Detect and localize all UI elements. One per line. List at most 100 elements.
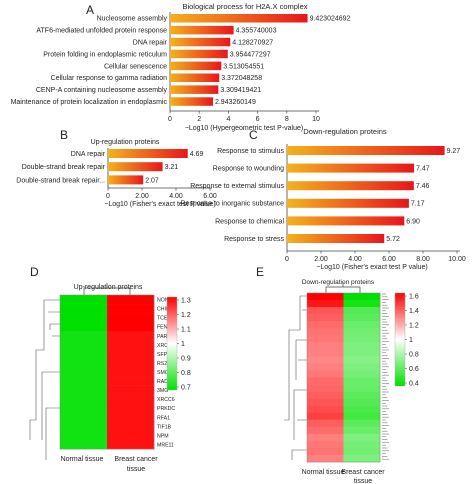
panel-d-cell-9-0 xyxy=(60,376,108,386)
panel-d-cell-4-0 xyxy=(60,331,108,341)
panel-a-x-tick-label-4: 8 xyxy=(285,116,289,123)
panel-d-row-label-1: CHIP xyxy=(157,307,170,313)
panel-e-col-label-cancer-line1: Breast cancer xyxy=(341,469,385,476)
panel-c-x-label: −Log10 (Fisher's exact test P value) xyxy=(316,264,428,271)
panel-e-color-legend xyxy=(394,292,406,387)
panel-e-cell-9-0 xyxy=(307,356,344,364)
panel-c-x-tick-label-1: 2.00 xyxy=(314,256,328,263)
panel-e-legend-label-4: 0.8 xyxy=(409,352,419,359)
panel-d-cell-5-0 xyxy=(60,340,108,350)
panel-a-bar-1 xyxy=(170,25,234,35)
panel-d-row-label-8: SMCA5 xyxy=(157,370,175,376)
panel-c-category-label-4: Response to chemical xyxy=(215,218,284,225)
panel-d-cell-13-0 xyxy=(60,412,108,423)
panel-d-col-label-cancer-line2: tissue xyxy=(127,466,145,473)
panel-e-cell-14-1 xyxy=(343,391,381,399)
panel-a-x-tick-label-0: 0 xyxy=(168,116,172,123)
panel-a-bar-2 xyxy=(170,37,231,47)
panel-e-column-dendrogram xyxy=(325,286,361,293)
panel-b-title: Up-regulation proteins xyxy=(91,139,160,146)
panel-e-cell-12-1 xyxy=(343,377,381,385)
panel-e-cell-20-0 xyxy=(307,433,344,442)
panel-c-x-tick-label-5: 10.00 xyxy=(448,256,466,263)
panel-d-cell-3-1 xyxy=(107,322,155,332)
panel-letter-e: E xyxy=(256,265,264,279)
panel-c-value-label-3: 7.17 xyxy=(411,201,425,208)
panel-d-col-label-normal: Normal tissue xyxy=(61,456,104,463)
panel-e-cell-5-0 xyxy=(307,328,344,336)
panel-a-x-tick-label-3: 6 xyxy=(256,116,260,123)
panel-d-row-label-4: PARP1 xyxy=(157,334,174,340)
panel-e-cell-4-1 xyxy=(343,321,381,329)
panel-e-cell-17-0 xyxy=(307,412,344,421)
panel-d-legend-label-0: 1.3 xyxy=(181,298,191,305)
panel-d-title: Up-regulation proteins xyxy=(74,284,143,291)
panel-a-x-tick-label-2: 4 xyxy=(226,116,230,123)
panel-a-value-label-5: 3.372048258 xyxy=(221,75,262,82)
panel-c-value-label-1: 7.47 xyxy=(416,166,430,173)
panel-a-bar-6 xyxy=(170,85,219,94)
panel-e-cell-9-1 xyxy=(343,356,381,364)
panel-e-cell-10-1 xyxy=(343,363,381,371)
panel-d-cell-2-1 xyxy=(107,313,155,323)
panel-d-cell-1-1 xyxy=(107,304,155,314)
panel-c-bar-5 xyxy=(287,234,385,243)
panel-e-cell-13-1 xyxy=(343,384,381,392)
panel-a-value-label-7: 2.943260149 xyxy=(215,99,256,106)
panel-d-cell-11-1 xyxy=(107,394,155,405)
panel-e-legend-label-1: 1.4 xyxy=(409,308,419,315)
panel-d-legend-label-1: 1.2 xyxy=(181,312,191,319)
panel-e-cell-14-0 xyxy=(307,391,344,399)
panel-d-cell-15-0 xyxy=(60,430,108,441)
panel-e-cell-20-1 xyxy=(343,433,381,442)
panel-c-x-tick-label-2: 4.00 xyxy=(348,256,362,263)
panel-c-category-label-3: Response to inorganic substance xyxy=(180,201,284,208)
panel-d-row-dendrogram xyxy=(29,299,60,460)
panel-letter-c: C xyxy=(249,128,258,142)
panel-e-title: Down-regulation proteins xyxy=(302,279,375,286)
panel-e-cell-19-1 xyxy=(343,426,381,435)
panel-e-legend-label-0: 1.6 xyxy=(409,294,419,301)
panel-c-x-tick-label-4: 8.00 xyxy=(416,256,430,263)
panel-d-legend-label-6: 0.7 xyxy=(181,385,191,392)
panel-a-x-tick-label-5: 10 xyxy=(312,116,320,123)
panel-d-cell-16-0 xyxy=(60,439,108,450)
panel-d-row-label-11: XRCC6 xyxy=(157,397,175,403)
panel-e-cell-18-1 xyxy=(343,419,381,428)
panel-d-cell-12-1 xyxy=(107,403,155,414)
panel-d-cell-6-0 xyxy=(60,349,108,359)
panel-d-cell-9-1 xyxy=(107,376,155,386)
panel-d-row-label-9: RAD50 xyxy=(157,379,174,385)
panel-c-bar-3 xyxy=(287,198,409,208)
panel-e-cell-8-0 xyxy=(307,349,344,357)
panel-a-value-label-0: 9.423024692 xyxy=(310,16,351,23)
panel-a-bar-4 xyxy=(170,61,222,71)
panel-e-cell-23-1 xyxy=(343,454,381,463)
panel-c-x-tick-label-3: 6.00 xyxy=(382,256,396,263)
panel-a-value-label-3: 3.954477297 xyxy=(230,51,271,58)
panel-e-cell-6-1 xyxy=(343,335,381,343)
panel-c-title: Down-regulation proteins xyxy=(303,127,387,136)
panel-e-cell-16-1 xyxy=(343,405,381,414)
panel-d-col-label-cancer-line1: Breast cancer xyxy=(114,456,158,463)
panel-a-category-label-6: CENP-A containing nucleosome assembly xyxy=(36,87,168,94)
panel-d-cell-10-1 xyxy=(107,385,155,395)
panel-b-bar-chart: Up-regulation proteins −Log10 (Fisher's … xyxy=(16,139,217,208)
panel-e-cell-11-1 xyxy=(343,370,381,378)
panel-e-cell-19-0 xyxy=(307,426,344,435)
panel-a-bar-0 xyxy=(170,14,308,23)
panel-e-cell-5-1 xyxy=(343,328,381,336)
panel-e-col-label-normal: Normal tissue xyxy=(302,469,345,476)
panel-e-cell-3-1 xyxy=(343,314,381,322)
panel-d-cell-8-0 xyxy=(60,367,108,377)
panel-b-x-tick-label-0: 0 xyxy=(106,193,110,200)
panel-b-bar-2 xyxy=(108,175,144,185)
panel-c-value-label-2: 7.46 xyxy=(416,183,430,190)
panel-e-cell-15-1 xyxy=(343,398,381,406)
panel-a-value-label-1: 4.355740003 xyxy=(236,28,277,35)
panel-d-cell-14-1 xyxy=(107,421,155,432)
panel-a-title: Biological process for H2A.X complex xyxy=(182,2,307,11)
panel-d-cell-3-0 xyxy=(60,322,108,332)
panel-e-heatmap-border xyxy=(306,292,381,463)
